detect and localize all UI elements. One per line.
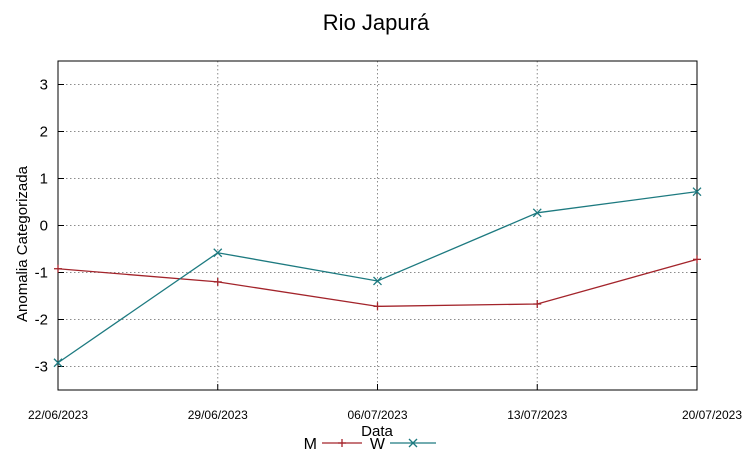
chart-title: Rio Japurá (323, 10, 430, 35)
x-tick-label: 20/07/2023 (682, 408, 742, 422)
y-tick-label: -1 (35, 265, 48, 282)
x-tick-label: 13/07/2023 (507, 408, 567, 422)
y-tick-label: -2 (35, 312, 48, 329)
legend-label-w: W (370, 436, 386, 453)
y-axis-label: Anomalia Categorizada (14, 165, 31, 322)
y-axis-ticks: 3 2 1 0 -1 -2 -3 (35, 77, 697, 376)
data-point-cross (53, 358, 63, 368)
data-point-cross (532, 208, 542, 218)
series-group (53, 187, 702, 368)
x-axis-ticks: 22/06/2023 29/06/2023 06/07/2023 13/07/2023… (28, 384, 742, 422)
data-point-plus (533, 299, 542, 308)
x-tick-label: 06/07/2023 (347, 408, 407, 422)
data-point-cross (692, 187, 702, 197)
y-tick-label: 2 (40, 124, 48, 141)
data-point-cross (408, 438, 418, 448)
data-point-cross (213, 248, 223, 258)
x-tick-label: 22/06/2023 (28, 408, 88, 422)
data-point-cross (373, 276, 382, 286)
y-tick-label: 1 (40, 171, 48, 188)
data-point-plus (54, 264, 62, 273)
grid-lines (57, 61, 698, 390)
x-tick-label: 29/06/2023 (188, 408, 248, 422)
x-axis-label: Data (361, 423, 393, 440)
data-point-plus (213, 277, 222, 286)
data-point-plus (373, 302, 382, 311)
data-point-plus (693, 255, 701, 264)
y-tick-label: 0 (40, 218, 48, 235)
y-tick-label: -3 (35, 359, 48, 376)
data-point-plus (338, 439, 346, 447)
legend-label-m: M (304, 436, 317, 453)
y-tick-label: 3 (40, 77, 48, 94)
